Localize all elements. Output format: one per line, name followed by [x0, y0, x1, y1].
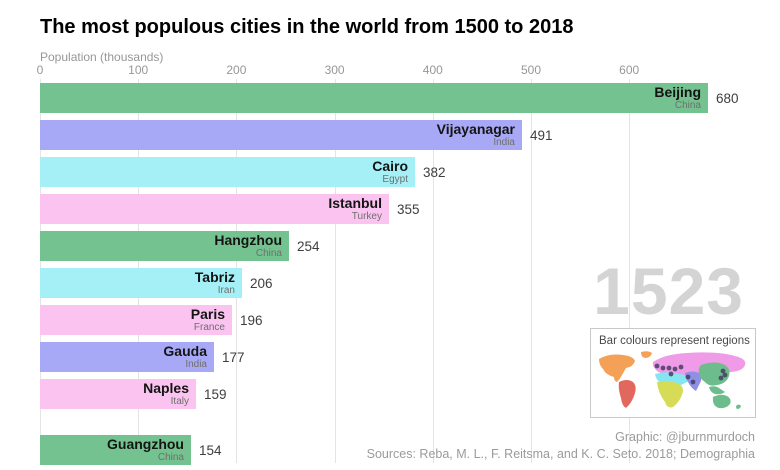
bar-row: Gauda India 177 — [0, 342, 780, 372]
value-label: 680 — [716, 90, 739, 106]
gridline — [629, 79, 631, 463]
country-label: China — [255, 248, 282, 259]
value-label: 177 — [222, 349, 245, 365]
legend-box: Bar colours represent regions — [590, 328, 756, 418]
city-dots — [654, 363, 728, 385]
gridline — [432, 79, 434, 463]
value-label: 159 — [204, 386, 227, 402]
city-label: Beijing — [654, 84, 701, 100]
bar-istanbul: Istanbul Turkey — [40, 194, 389, 224]
value-label: 206 — [250, 275, 273, 291]
value-label: 154 — [199, 442, 222, 458]
year-counter: 1523 — [593, 254, 744, 328]
x-axis-tick: 500 — [520, 63, 542, 77]
bar-row: Paris France 196 — [0, 305, 780, 335]
country-label: China — [674, 100, 701, 111]
bar-row: Naples Italy 159 — [0, 379, 780, 409]
city-label: Cairo — [372, 158, 408, 174]
x-axis-tick: 100 — [128, 63, 149, 77]
bar-cairo: Cairo Egypt — [40, 157, 415, 187]
bar-row: Tabriz Iran 206 — [0, 268, 780, 298]
map-region-greenland — [641, 351, 652, 358]
value-label: 355 — [397, 201, 420, 217]
gridline — [334, 79, 336, 463]
country-label: France — [193, 322, 225, 333]
country-label: Italy — [170, 396, 189, 407]
bar-paris: Paris France — [40, 305, 232, 335]
value-label: 491 — [530, 127, 553, 143]
country-label: India — [493, 137, 515, 148]
legend-title: Bar colours represent regions — [599, 335, 750, 347]
x-axis-tick: 300 — [324, 63, 345, 77]
bar-gauda: Gauda India — [40, 342, 214, 372]
city-label: Hangzhou — [214, 232, 282, 248]
country-label: China — [157, 452, 184, 463]
country-label: Turkey — [351, 211, 382, 222]
x-axis-tick: 600 — [619, 63, 640, 77]
x-axis-tick: 0 — [36, 63, 44, 77]
city-label: Gauda — [163, 343, 207, 359]
city-label: Istanbul — [328, 195, 382, 211]
bar-row: Guangzhou China 154 — [0, 435, 780, 465]
city-label: Paris — [190, 306, 225, 322]
bar-row: Vijayanagar India 491 — [0, 120, 780, 150]
bar-beijing: Beijing China — [40, 83, 708, 113]
map-region-africa — [657, 381, 683, 408]
map-region-se-asia-islands — [709, 386, 725, 395]
bar-tabriz: Tabriz Iran — [40, 268, 242, 298]
value-label: 382 — [423, 164, 446, 180]
world-map — [599, 351, 746, 409]
map-region-new-zealand — [736, 404, 741, 409]
x-axis-label: Population (thousands) — [40, 50, 164, 64]
city-label: Guangzhou — [107, 436, 184, 452]
credit-graphic: Graphic: @jburnmurdoch — [615, 430, 755, 444]
city-label: Tabriz — [194, 269, 235, 285]
bar-vijayanagar: Vijayanagar India — [40, 120, 522, 150]
value-label: 254 — [297, 238, 320, 254]
bar-hangzhou: Hangzhou China — [40, 231, 289, 261]
map-region-south-america — [618, 380, 636, 408]
bar-row: Beijing China 680 — [0, 83, 780, 113]
map-region-australia — [712, 394, 731, 409]
bar-naples: Naples Italy — [40, 379, 196, 409]
value-label: 196 — [240, 312, 263, 328]
bar-guangzhou: Guangzhou China — [40, 435, 191, 465]
gridline — [531, 79, 532, 463]
country-label: Iran — [217, 285, 235, 296]
x-axis-tick: 200 — [226, 63, 247, 77]
x-axis-tick: 400 — [422, 63, 443, 77]
credit-sources: Sources: Reba, M. L., F. Reitsma, and K.… — [366, 447, 755, 461]
bar-row: Cairo Egypt 382 — [0, 157, 780, 187]
city-label: Naples — [143, 380, 189, 396]
bar-row: Istanbul Turkey 355 — [0, 194, 780, 224]
city-label: Vijayanagar — [436, 121, 515, 137]
country-label: India — [185, 359, 207, 370]
country-label: Egypt — [382, 174, 408, 185]
page-title: The most populous cities in the world fr… — [40, 16, 574, 38]
map-region-north-america — [599, 354, 635, 382]
bar-row: Hangzhou China 254 — [0, 231, 780, 261]
